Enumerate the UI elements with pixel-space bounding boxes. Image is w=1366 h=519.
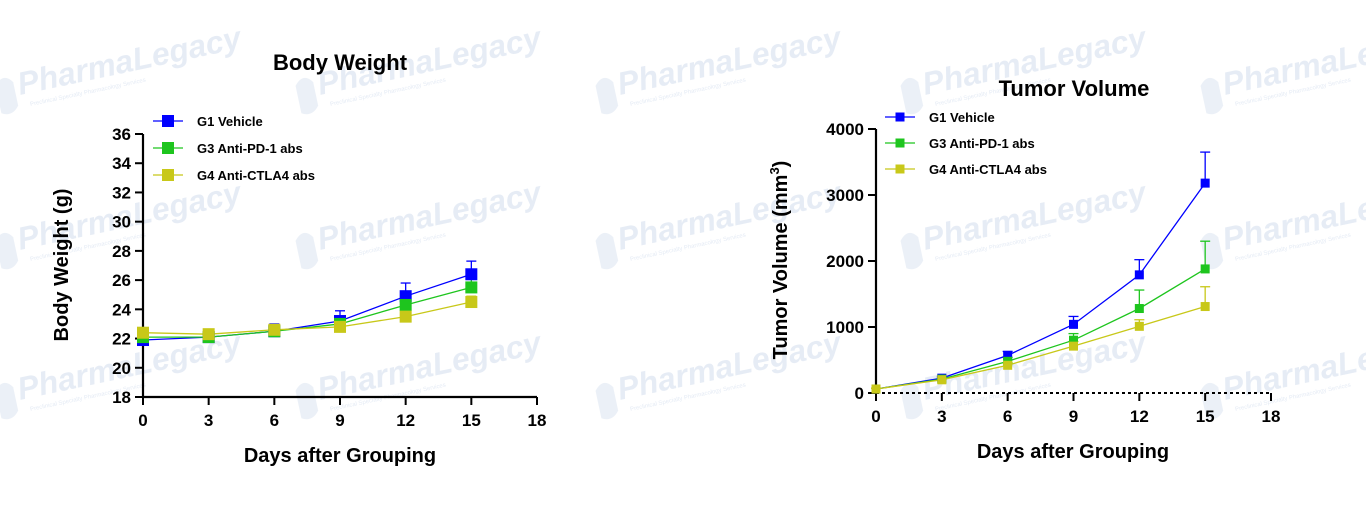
y-tick-label: 2000 [826, 252, 864, 271]
y-tick-label: 36 [112, 125, 131, 144]
y-tick-label: 30 [112, 213, 131, 232]
y-tick-label: 32 [112, 183, 131, 202]
axes: 0 1000 2000 3000 4000 0 3 6 9 12 15 18 [826, 120, 1280, 426]
legend-label: G1 Vehicle [197, 114, 263, 129]
legend-label: G3 Anti-PD-1 abs [197, 141, 303, 156]
error-bars [871, 151, 1211, 390]
legend: G1 Vehicle G3 Anti-PD-1 abs G4 Anti-CTLA4 … [153, 114, 315, 183]
legend-label: G3 Anti-PD-1 abs [929, 136, 1035, 151]
x-axis-label: Days after Grouping [244, 445, 436, 467]
y-tick-label: 20 [112, 359, 131, 378]
y-axis-label: Body Weight (g) [51, 189, 73, 342]
x-tick-label: 0 [138, 411, 147, 430]
data-point [871, 384, 881, 394]
y-tick-label: 3000 [826, 186, 864, 205]
x-tick-label: 9 [1069, 407, 1078, 426]
tumor-volume-chart: Tumor Volume Days after Grouping Tumor V… [767, 76, 1280, 463]
data-point [1134, 270, 1144, 280]
x-axis-label: Days after Grouping [977, 441, 1169, 463]
data-point [1069, 341, 1078, 351]
legend-label: G4 Anti-CTLA4 abs [929, 162, 1047, 177]
y-axis-label: Tumor Volume (mm3) [767, 161, 792, 360]
x-tick-label: 12 [396, 411, 415, 430]
legend-label: G1 Vehicle [929, 110, 995, 125]
series-line [142, 301, 472, 335]
x-tick-label: 3 [937, 407, 946, 426]
legend: G1 Vehicle G3 Anti-PD-1 abs G4 Anti-CTLA4 … [885, 110, 1047, 177]
series-line [875, 182, 1206, 390]
data-point [937, 375, 947, 385]
y-axis-label-main: Tumor Volume (mm [770, 175, 792, 360]
legend-label: G4 Anti-CTLA4 abs [197, 168, 315, 183]
data-point [1200, 302, 1210, 312]
series-lines [875, 182, 1206, 390]
data-markers [871, 178, 1210, 394]
y-axis-label-end: ) [770, 161, 792, 168]
x-tick-label: 12 [1130, 407, 1149, 426]
x-tick-label: 18 [528, 411, 547, 430]
series-line [875, 268, 1206, 390]
x-tick-label: 9 [335, 411, 344, 430]
series-line [875, 305, 1206, 390]
y-tick-label: 18 [112, 388, 131, 407]
x-tick-label: 3 [204, 411, 213, 430]
chart-title: Tumor Volume [999, 76, 1150, 101]
data-point [1134, 304, 1144, 314]
x-tick-label: 0 [871, 407, 880, 426]
data-point [1200, 264, 1210, 274]
data-point [1069, 319, 1078, 329]
y-tick-label: 22 [112, 330, 131, 349]
data-point [1003, 350, 1013, 360]
legend-marker [162, 115, 174, 127]
y-tick-label: 34 [112, 154, 131, 173]
x-tick-label: 6 [270, 411, 279, 430]
series-lines [142, 273, 472, 341]
data-point [465, 296, 478, 309]
y-tick-label: 28 [112, 242, 131, 261]
legend-marker [895, 164, 905, 174]
y-tick-label: 4000 [826, 120, 864, 139]
y-tick-label: 24 [112, 300, 131, 319]
data-point [399, 298, 412, 311]
y-axis-label-sup: 3 [767, 167, 782, 174]
legend-marker [895, 138, 905, 148]
data-point [1134, 321, 1144, 331]
legend-marker [162, 169, 174, 181]
y-tick-label: 0 [855, 384, 864, 403]
data-point [465, 268, 478, 281]
legend-marker [895, 112, 905, 122]
body-weight-chart: Body Weight Days after Grouping Body Wei… [51, 50, 546, 467]
data-point [334, 320, 346, 333]
data-point [268, 323, 281, 336]
chart-title: Body Weight [273, 50, 408, 75]
data-point [1200, 178, 1210, 188]
x-tick-label: 18 [1262, 407, 1281, 426]
x-tick-label: 15 [1196, 407, 1215, 426]
data-point [399, 310, 412, 323]
data-markers [137, 268, 478, 347]
y-tick-label: 1000 [826, 318, 864, 337]
x-tick-label: 6 [1003, 407, 1012, 426]
data-point [137, 326, 149, 339]
data-point [465, 281, 478, 294]
data-point [1069, 335, 1078, 345]
series-line [143, 286, 472, 338]
x-tick-label: 15 [462, 411, 481, 430]
series-line [142, 273, 472, 341]
data-point [1003, 360, 1013, 370]
data-point [202, 328, 215, 341]
y-tick-label: 26 [112, 271, 131, 290]
legend-marker [162, 142, 174, 154]
